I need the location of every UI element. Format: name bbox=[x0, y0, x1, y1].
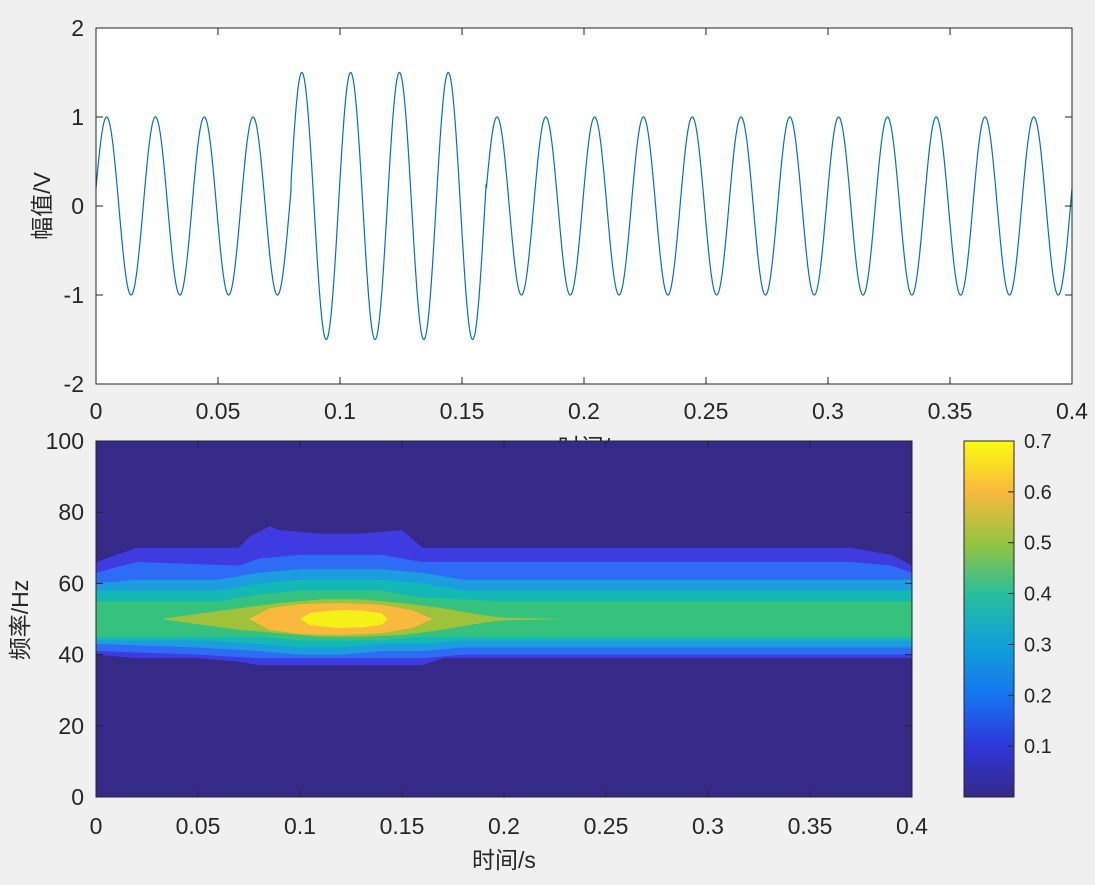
colorbar: 0.1 0.2 0.3 0.4 0.5 0.6 0.7 bbox=[963, 431, 1052, 798]
spectrogram-y-tick-label: 100 bbox=[46, 428, 84, 454]
spectrogram-x-tick-label: 0.2 bbox=[488, 813, 520, 839]
spectrogram-y-tick-label: 40 bbox=[58, 642, 84, 668]
waveform-x-tick-label: 0.4 bbox=[1056, 398, 1088, 424]
colorbar-tick-label: 0.2 bbox=[1024, 685, 1052, 707]
spectrogram-x-tick-label: 0.35 bbox=[788, 813, 833, 839]
colorbar-tick-label: 0.1 bbox=[1024, 736, 1052, 758]
waveform-y-tick-label: -2 bbox=[64, 371, 84, 397]
waveform-x-tick-label: 0.2 bbox=[568, 398, 600, 424]
colorbar-tick-label: 0.3 bbox=[1024, 634, 1052, 656]
spectrogram-y-tick-label: 80 bbox=[58, 499, 84, 525]
spectrogram-x-tick-label: 0.4 bbox=[896, 813, 928, 839]
spectrogram-x-tick-label: 0.3 bbox=[692, 813, 724, 839]
spectrogram-y-tick-label: 0 bbox=[71, 784, 84, 810]
waveform-series-line bbox=[95, 71, 1073, 341]
waveform-y-tick-label: -1 bbox=[64, 282, 84, 308]
spectrogram-y-tick-label: 60 bbox=[58, 570, 84, 596]
waveform-x-tick-label: 0.1 bbox=[324, 398, 356, 424]
waveform-x-tick-label: 0.05 bbox=[196, 398, 241, 424]
spectrogram-y-axis-label: 频率/Hz bbox=[7, 580, 33, 661]
colorbar-tick-label: 0.6 bbox=[1024, 482, 1052, 504]
waveform-y-axis-label: 幅值/V bbox=[29, 171, 55, 239]
waveform-x-tick-label: 0.3 bbox=[812, 398, 844, 424]
waveform-x-tick-label: 0.15 bbox=[440, 398, 485, 424]
waveform-y-tick-label: 1 bbox=[71, 104, 84, 130]
spectrogram-plot[interactable]: 0 0.05 0.1 0.15 0.2 0.25 0.3 0.35 0.4 0 20 40 60 80 10… bbox=[7, 428, 928, 873]
spectrogram-x-tick-label: 0.05 bbox=[176, 813, 221, 839]
spectrogram-x-tick-label: 0 bbox=[90, 813, 103, 839]
colorbar-tick-label: 0.5 bbox=[1024, 533, 1052, 555]
colorbar-tick-label: 0.7 bbox=[1024, 431, 1052, 453]
waveform-plot[interactable]: 0 0.05 0.1 0.15 0.2 0.25 0.3 0.35 0.4 -2 -1 0 1 2 幅值/… bbox=[29, 15, 1088, 460]
colorbar-tick-label: 0.4 bbox=[1024, 584, 1052, 606]
waveform-y-tick-label: 2 bbox=[71, 15, 84, 41]
spectrogram-x-axis-label: 时间/s bbox=[472, 847, 536, 873]
waveform-y-tick-label: 0 bbox=[71, 193, 84, 219]
spectrogram-y-tick-label: 20 bbox=[58, 713, 84, 739]
spectrogram-x-tick-label: 0.15 bbox=[380, 813, 425, 839]
waveform-plot-area bbox=[96, 28, 1072, 384]
colorbar-gradient bbox=[963, 440, 1015, 798]
waveform-x-tick-label: 0.35 bbox=[928, 398, 973, 424]
spectrogram-x-tick-label: 0.25 bbox=[584, 813, 629, 839]
spectrogram-x-tick-label: 0.1 bbox=[284, 813, 316, 839]
spectrogram-contour-band bbox=[300, 610, 388, 628]
waveform-x-tick-label: 0 bbox=[90, 398, 103, 424]
waveform-x-tick-label: 0.25 bbox=[684, 398, 729, 424]
